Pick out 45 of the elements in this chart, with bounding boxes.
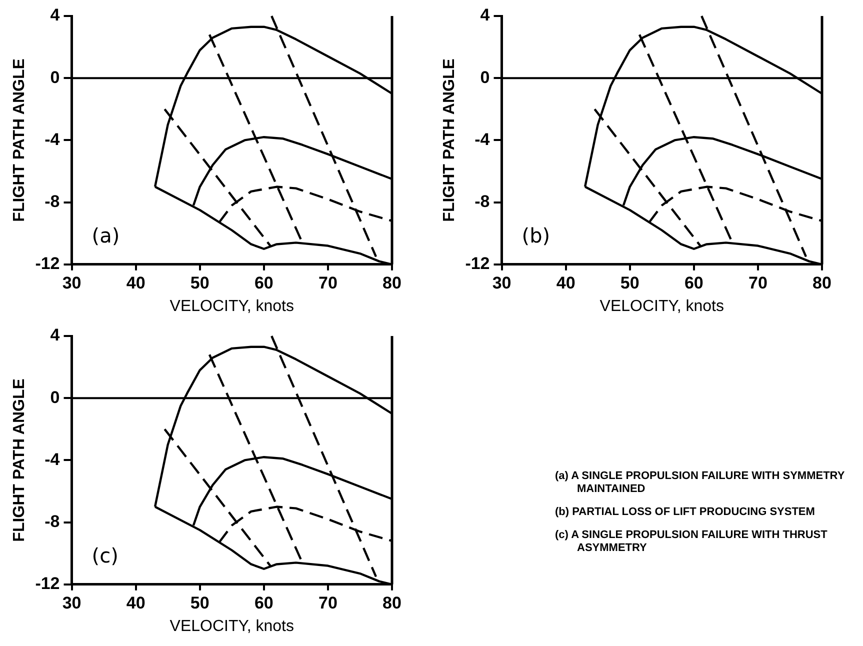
x-tick-label: 70: [318, 593, 338, 612]
y-tick-label: 0: [50, 68, 60, 87]
x-tick-label: 50: [190, 593, 210, 612]
annotation: (a): [92, 223, 120, 248]
x-tick-label: 80: [812, 273, 832, 292]
x-tick-label: 60: [254, 593, 274, 612]
y-tick-label: 4: [50, 326, 60, 345]
y-tick-label: 0: [480, 68, 490, 87]
x-tick-label: 30: [492, 273, 512, 292]
x-tick-label: 80: [382, 273, 402, 292]
text: (b) PARTIAL LOSS OF LIFT PRODUCING SYSTEM: [555, 506, 816, 519]
y-tick-label: 0: [50, 388, 60, 407]
x-tick-label: 50: [620, 273, 640, 292]
y-tick-label: 4: [480, 6, 490, 25]
y-tick-label: -8: [44, 512, 60, 531]
y-tick-label: -12: [35, 254, 60, 274]
x-tick-label: 80: [382, 593, 402, 612]
x-tick-label: 40: [126, 273, 146, 292]
y-tick-label: 4: [50, 6, 60, 25]
x-tick-label: 70: [748, 273, 768, 292]
x-tick-label: 40: [556, 273, 576, 292]
x-axis-title: VELOCITY, knots: [600, 298, 724, 315]
x-tick-label: 70: [318, 273, 338, 292]
annotation: (c): [92, 543, 118, 568]
x-tick-label: 60: [254, 273, 274, 292]
x-tick-label: 60: [684, 273, 704, 292]
y-axis-title: FLIGHT PATH ANGLE: [11, 378, 28, 542]
annotation: (b): [522, 223, 550, 248]
y-tick-label: -4: [44, 450, 60, 469]
x-axis-title: VELOCITY, knots: [170, 298, 294, 315]
text: (c) A SINGLE PROPULSION FAILURE WITH THRUST ASYMMETRY: [555, 529, 828, 555]
y-tick-label: -12: [465, 254, 490, 274]
y-tick-label: -4: [44, 130, 60, 149]
x-tick-label: 30: [62, 593, 82, 612]
x-tick-label: 50: [190, 273, 210, 292]
x-tick-label: 40: [126, 593, 146, 612]
x-tick-label: 30: [62, 273, 82, 292]
x-axis-title: VELOCITY, knots: [170, 618, 294, 635]
y-tick-label: -12: [35, 574, 60, 594]
y-tick-label: -8: [44, 192, 60, 211]
y-axis-title: FLIGHT PATH ANGLE: [11, 58, 28, 222]
y-axis-title: FLIGHT PATH ANGLE: [441, 58, 458, 222]
y-tick-label: -4: [474, 130, 490, 149]
y-tick-label: -8: [474, 192, 490, 211]
text: (a) A SINGLE PROPULSION FAILURE WITH SYMMETRY MAINTAINED: [555, 470, 846, 496]
